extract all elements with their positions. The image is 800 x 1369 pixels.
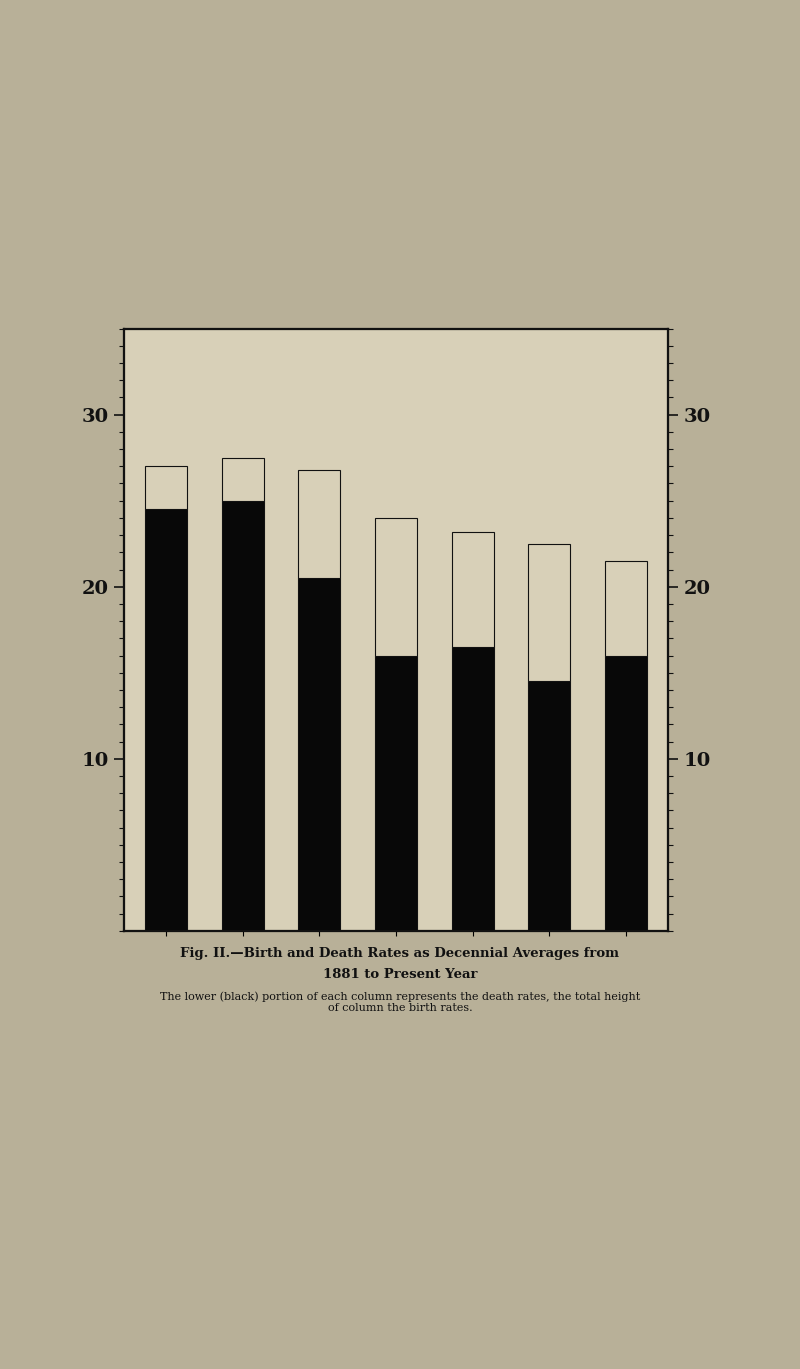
Text: Fig. II.—Birth and Death Rates as Decennial Averages from: Fig. II.—Birth and Death Rates as Decenn…: [181, 947, 619, 960]
Bar: [528, 543, 570, 682]
Bar: [528, 682, 570, 931]
Bar: [298, 578, 341, 931]
Bar: [222, 457, 264, 501]
Text: 1881 to Present Year: 1881 to Present Year: [322, 968, 478, 980]
Bar: [451, 531, 494, 648]
Bar: [375, 656, 417, 931]
Bar: [605, 656, 647, 931]
Text: The lower (black) portion of each column represents the death rates, the total h: The lower (black) portion of each column…: [160, 991, 640, 1013]
Bar: [605, 561, 647, 656]
Bar: [145, 467, 187, 509]
Bar: [222, 501, 264, 931]
Bar: [375, 517, 417, 656]
Bar: [298, 470, 341, 578]
Bar: [451, 648, 494, 931]
Bar: [145, 509, 187, 931]
